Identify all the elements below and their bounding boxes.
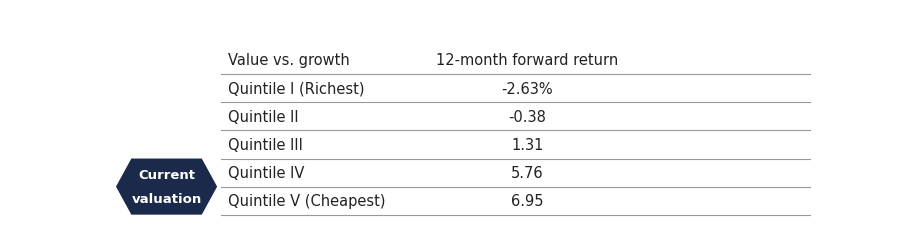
Text: Quintile II: Quintile II [228,110,298,124]
Polygon shape [116,159,217,215]
Text: Value vs. growth: Value vs. growth [228,53,349,68]
Text: Quintile I (Richest): Quintile I (Richest) [228,82,364,96]
Text: 5.76: 5.76 [511,166,544,180]
Text: -2.63%: -2.63% [501,82,554,96]
Text: -0.38: -0.38 [508,110,546,124]
Text: Quintile IV: Quintile IV [228,166,304,180]
Text: Quintile III: Quintile III [228,138,302,152]
Text: 1.31: 1.31 [511,138,544,152]
Text: valuation: valuation [131,193,202,205]
Text: 6.95: 6.95 [511,193,544,208]
Text: 12-month forward return: 12-month forward return [436,53,618,68]
Text: Current: Current [138,168,195,181]
Text: Quintile V (Cheapest): Quintile V (Cheapest) [228,193,385,208]
